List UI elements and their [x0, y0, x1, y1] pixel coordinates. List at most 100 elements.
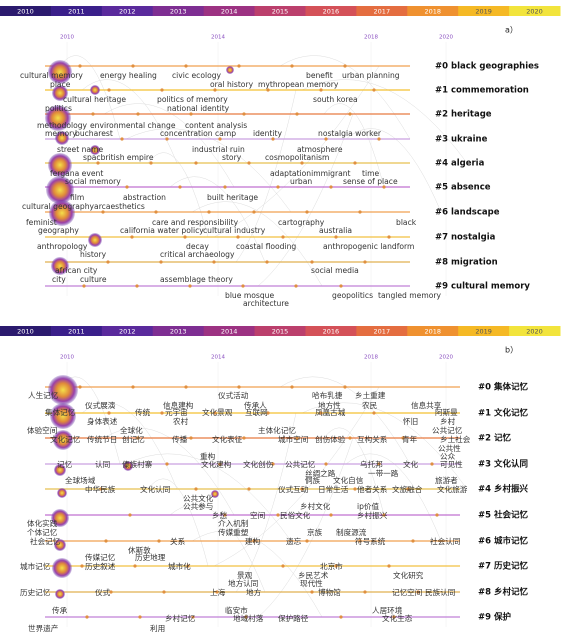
keyword-label: 认同: [95, 459, 110, 469]
keyword-node: [212, 260, 216, 264]
keyword-node: [160, 88, 164, 92]
keyword-node: [55, 131, 69, 145]
keyword-label: south korea: [313, 95, 358, 104]
keyword-label: content analysis: [185, 121, 247, 130]
keyword-node: [78, 385, 82, 389]
keyword-label: 文化: [403, 459, 419, 469]
year-bar-label: 2018: [424, 328, 441, 336]
keyword-label: 文化建构: [201, 459, 232, 469]
keyword-label: 文化创伤: [243, 459, 274, 469]
keyword-node: [334, 564, 338, 568]
keyword-label: cosmopolitanism: [265, 153, 329, 162]
keyword-node: [339, 284, 343, 288]
year-bar-label: 2020: [526, 8, 543, 16]
keyword-label: 公众: [440, 452, 456, 461]
timeline-year: 2018: [364, 355, 378, 361]
keyword-label: 博物馆: [318, 587, 341, 597]
keyword-node: [363, 260, 367, 264]
keyword-node: [130, 235, 134, 239]
keyword-label: 文旅融合: [392, 484, 423, 494]
keyword-label: 仪式: [95, 587, 111, 597]
keyword-node: [247, 161, 251, 165]
keyword-label: australia: [319, 226, 352, 235]
keyword-label: 制度源流: [336, 527, 367, 537]
year-bar-segment: [407, 326, 459, 336]
keyword-node: [165, 462, 169, 466]
keyword-label: 人居环境: [372, 605, 403, 615]
keyword-node: [48, 60, 72, 84]
keyword-label: history: [80, 250, 107, 259]
keyword-label: 乡民艺术: [298, 570, 329, 580]
link-arc: [147, 152, 209, 238]
keyword-node: [319, 88, 323, 92]
keyword-node: [120, 137, 124, 141]
keyword-label: 丝绸之路: [305, 468, 336, 478]
year-bar-label: 2018: [424, 8, 441, 16]
keyword-node: [237, 64, 241, 68]
keyword-label: 记忆: [57, 459, 73, 469]
keyword-label: 文化旅游: [437, 484, 468, 494]
keyword-label: 世界遗产: [28, 623, 59, 633]
keyword-node: [213, 88, 217, 92]
keyword-node: [54, 539, 66, 551]
keyword-label: environmental change: [90, 121, 176, 130]
keyword-node: [82, 284, 86, 288]
keyword-node: [189, 436, 193, 440]
year-bar-label: 2011: [68, 328, 85, 336]
keyword-node: [162, 590, 166, 594]
keyword-label: cartography: [278, 218, 325, 227]
keyword-label: 全球场域: [65, 475, 96, 485]
keyword-label: 侗族: [305, 475, 321, 485]
keyword-node: [247, 487, 251, 491]
keyword-label: 京族: [307, 527, 323, 537]
keyword-label: cultural heritage: [63, 95, 126, 104]
keyword-node: [125, 185, 129, 189]
keyword-label: politics of memory: [157, 95, 228, 104]
keyword-node: [48, 375, 78, 405]
keyword-label: 互构关系: [357, 434, 388, 444]
keyword-node: [252, 210, 256, 214]
keyword-label: energy healing: [100, 71, 157, 80]
keyword-node: [96, 161, 100, 165]
keyword-label: built heritage: [207, 193, 258, 202]
year-bar-segment: [509, 6, 561, 16]
keyword-label: 空间: [250, 510, 265, 520]
keyword-node: [372, 411, 376, 415]
keyword-label: 介入机制: [218, 518, 249, 528]
keyword-node: [237, 385, 241, 389]
keyword-node: [101, 210, 105, 214]
keyword-label: 乡土社会: [440, 434, 471, 444]
keyword-label: california water policy: [120, 226, 204, 235]
keyword-node: [45, 105, 71, 131]
keyword-node: [211, 490, 219, 498]
keyword-label: 城市空间: [278, 434, 308, 444]
year-bar-segment: [101, 6, 154, 16]
keyword-label: 哈布乳捷: [312, 390, 343, 400]
keyword-label: 乡愁: [212, 510, 228, 520]
keyword-node: [401, 436, 405, 440]
year-bar-segment: [50, 6, 103, 16]
keyword-label: social memory: [65, 177, 121, 186]
year-bar-label: 2014: [221, 328, 238, 336]
keyword-label: oral history: [210, 80, 254, 89]
cluster-label: #2 记忆: [478, 433, 511, 444]
keyword-label: 日常生活: [318, 484, 349, 494]
keyword-node: [194, 487, 198, 491]
keyword-node: [57, 488, 67, 498]
keyword-label: cultural memory: [20, 71, 83, 80]
panel-label: b）: [505, 346, 518, 355]
timeline-year: 2010: [60, 355, 74, 361]
keyword-node: [135, 284, 139, 288]
keyword-label: 体化实践: [27, 518, 58, 528]
keyword-label: geography: [38, 226, 79, 235]
link-arc: [301, 402, 468, 490]
keyword-label: mythropean memory: [258, 80, 339, 89]
keyword-node: [128, 513, 132, 517]
year-bar-label: 2017: [374, 328, 391, 336]
keyword-label: cultural geographyarcaesthetics: [22, 202, 145, 211]
keyword-label: film: [70, 193, 84, 202]
keyword-label: 北京市: [320, 561, 343, 571]
keyword-label: 体验空间: [27, 425, 57, 435]
keyword-label: social media: [311, 266, 359, 275]
keyword-label: 他者关系: [357, 484, 388, 494]
